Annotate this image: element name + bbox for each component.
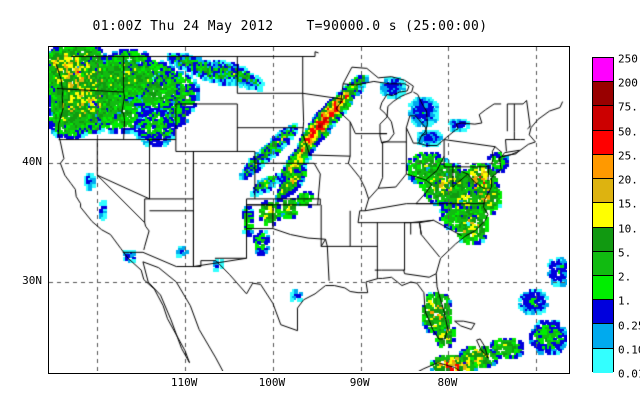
colorbar-segment-3 — [593, 130, 613, 155]
colorbar-label-1: 200. — [618, 76, 640, 90]
colorbar-segment-9 — [593, 275, 613, 301]
colorbar-label-7: 10. — [618, 222, 638, 236]
colorbar-segment-8 — [593, 251, 613, 276]
colorbar-segment-6 — [593, 203, 613, 228]
x-tick-80w: 80W — [437, 376, 458, 389]
colorbar-segment-12 — [593, 348, 613, 373]
colorbar-segment-5 — [593, 179, 613, 204]
colorbar-label-5: 20. — [618, 173, 638, 187]
y-tick-30n: 30N — [22, 273, 42, 287]
map-plot-area — [48, 46, 570, 374]
colorbar-segment-2 — [593, 106, 613, 131]
precipitation-raster — [49, 47, 567, 371]
colorbar-label-2: 75. — [618, 100, 638, 114]
colorbar-segment-7 — [593, 227, 613, 252]
colorbar — [592, 57, 614, 373]
colorbar-label-8: 5. — [618, 246, 632, 260]
colorbar-label-9: 2. — [618, 270, 632, 284]
colorbar-label-0: 250. — [618, 52, 640, 66]
colorbar-label-13: 0.01 — [618, 367, 640, 381]
colorbar-label-11: 0.25 — [618, 319, 640, 333]
colorbar-label-10: 1. — [618, 294, 632, 308]
y-tick-40n: 40N — [22, 155, 42, 169]
colorbar-segment-0 — [593, 58, 613, 83]
x-tick-110w: 110W — [170, 376, 198, 389]
x-tick-90w: 90W — [349, 376, 370, 389]
colorbar-segment-4 — [593, 154, 613, 180]
colorbar-segment-11 — [593, 324, 613, 349]
x-tick-100w: 100W — [258, 376, 286, 389]
colorbar-segment-1 — [593, 82, 613, 107]
figure-title: 01:00Z Thu 24 May 2012 T=90000.0 s (25:0… — [92, 19, 488, 34]
colorbar-label-12: 0.10 — [618, 343, 640, 357]
colorbar-label-4: 25. — [618, 149, 638, 163]
colorbar-label-3: 50. — [618, 125, 638, 139]
colorbar-label-6: 15. — [618, 197, 638, 211]
colorbar-segment-10 — [593, 300, 613, 325]
